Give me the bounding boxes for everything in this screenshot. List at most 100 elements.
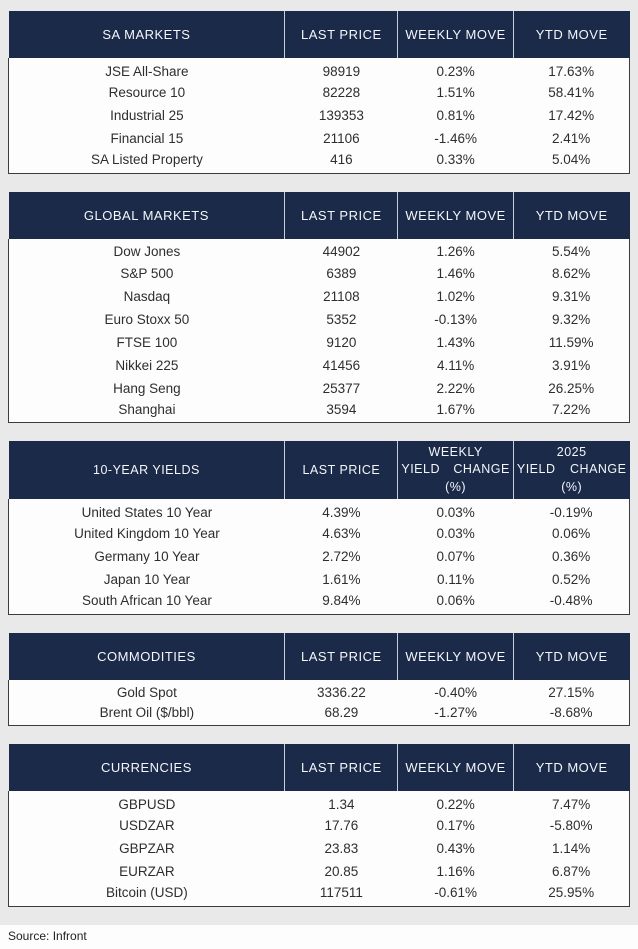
value-cell: 0.43% <box>436 841 475 856</box>
table-row: Hang Seng 25377 2.22% 26.25% <box>9 377 630 400</box>
value-cell: -0.40% <box>434 685 477 700</box>
value-cell: 7.22% <box>552 401 591 417</box>
instrument-name: GBPUSD <box>118 796 176 812</box>
table-row: Nikkei 225 41456 4.11% 3.91% <box>9 354 630 377</box>
value-cell: 1.26% <box>436 244 475 259</box>
report-page: SA MARKETS LAST PRICE WEEKLY MOVE YTD MOVE … <box>8 11 630 906</box>
column-header-word: CHANGE <box>453 462 510 477</box>
value-cell: 1.02% <box>436 288 475 304</box>
source-note: Source: Infront <box>0 924 638 949</box>
instrument-name: S&P 500 <box>120 265 174 281</box>
instrument-name: Gold Spot <box>116 685 177 700</box>
value-cell: 4.63% <box>322 526 361 541</box>
value-cell: 0.11% <box>436 572 475 587</box>
table-row: Resource 10 82228 1.51% 58.41% <box>9 81 630 104</box>
column-header-line: (%) <box>561 479 583 494</box>
table-row: SA Listed Property 416 0.33% 5.04% <box>9 150 630 173</box>
value-cell: -0.19% <box>549 504 593 520</box>
table-row: Germany 10 Year 2.72% 0.07% 0.36% <box>9 545 630 568</box>
instrument-name: Bitcoin (USD) <box>106 885 188 901</box>
value-cell: 1.34 <box>328 796 355 812</box>
column-header: CURRENCIES <box>8 744 285 791</box>
value-cell: 1.16% <box>436 864 475 879</box>
value-cell: 1.14% <box>552 841 591 856</box>
value-cell: 25.95% <box>548 885 595 901</box>
table-row: Brent Oil ($/bbl) 68.29 -1.27% -8.68% <box>9 703 630 726</box>
value-cell: 9.31% <box>552 288 591 304</box>
global-markets-table: GLOBAL MARKETS LAST PRICE WEEKLY MOVE YTD M… <box>8 191 630 424</box>
column-header-line: (%) <box>445 479 467 494</box>
value-cell: 3594 <box>326 401 357 417</box>
column-header: LAST PRICE <box>284 11 398 58</box>
table-row: Nasdaq 21108 1.02% 9.31% <box>9 285 630 308</box>
value-cell: 0.17% <box>436 818 475 833</box>
instrument-name: United States 10 Year <box>81 504 213 520</box>
table-body: JSE All-Share 98919 0.23% 17.63% Resource 10… <box>8 58 630 173</box>
commodities-table: COMMODITIES LAST PRICE WEEKLY MOVE YTD MOVE… <box>8 632 630 727</box>
value-cell: 5352 <box>326 311 357 327</box>
value-cell: 41456 <box>322 357 361 373</box>
table-row: USDZAR 17.76 0.17% -5.80% <box>9 814 630 837</box>
table-body: Dow Jones 44902 1.26% 5.54% S&P 500 6389 1.46%… <box>8 238 630 423</box>
header-row: GLOBAL MARKETS LAST PRICE WEEKLY MOVE YTD M… <box>8 191 630 239</box>
table-row: United Kingdom 10 Year 4.63% 0.03% 0.06% <box>9 522 630 545</box>
instrument-name: Nikkei 225 <box>115 357 179 373</box>
instrument-name: EURZAR <box>119 864 175 879</box>
table-row: Euro Stoxx 50 5352 -0.13% 9.32% <box>9 308 630 331</box>
instrument-name: South African 10 Year <box>81 593 212 609</box>
column-header-line: YIELD CHANGE <box>400 461 511 479</box>
instrument-name: Germany 10 Year <box>94 549 200 564</box>
column-header: LAST PRICE <box>284 632 398 680</box>
value-cell: 68.29 <box>324 704 359 720</box>
table-section-commodities: COMMODITIES LAST PRICE WEEKLY MOVE YTD MOVE… <box>8 632 630 727</box>
table-row: GBPUSD 1.34 0.22% 7.47% <box>9 791 630 814</box>
column-header: WEEKLY MOVE <box>397 11 514 58</box>
table-row: S&P 500 6389 1.46% 8.62% <box>9 262 630 285</box>
value-cell: 2.72% <box>322 549 361 564</box>
column-header: WEEKLY MOVE <box>397 744 514 791</box>
value-cell: 1.61% <box>322 572 361 587</box>
value-cell: 9120 <box>326 334 357 350</box>
value-cell: 1.51% <box>436 85 475 100</box>
value-cell: 21106 <box>323 131 360 146</box>
value-cell: 1.67% <box>436 401 475 417</box>
column-header: WEEKLY MOVE <box>397 632 514 680</box>
value-cell: 25377 <box>322 380 361 396</box>
value-cell: 3.91% <box>552 357 591 373</box>
value-cell: 1.43% <box>436 334 475 350</box>
instrument-name: Industrial 25 <box>110 108 184 123</box>
header-row: 10-YEAR YIELDS LAST PRICE WEEKLY YIELD CHANG… <box>8 441 630 499</box>
table-row: Japan 10 Year 1.61% 0.11% 0.52% <box>9 568 630 591</box>
column-header-word: CHANGE <box>570 462 627 477</box>
value-cell: 0.07% <box>436 549 475 564</box>
value-cell: 0.06% <box>552 526 591 541</box>
table-row: Industrial 25 139353 0.81% 17.42% <box>9 104 630 127</box>
column-header-word: YIELD <box>401 462 440 477</box>
header-row: COMMODITIES LAST PRICE WEEKLY MOVE YTD MOVE <box>8 632 630 680</box>
value-cell: -5.80% <box>549 818 593 833</box>
value-cell: 9.32% <box>552 311 591 327</box>
table-section-global-markets: GLOBAL MARKETS LAST PRICE WEEKLY MOVE YTD M… <box>8 191 630 424</box>
value-cell: 2.22% <box>436 380 475 396</box>
instrument-name: Shanghai <box>118 401 176 417</box>
instrument-name: United Kingdom 10 Year <box>74 526 220 541</box>
instrument-name: Resource 10 <box>108 85 186 100</box>
value-cell: 3336.22 <box>316 685 366 700</box>
column-header: LAST PRICE <box>284 441 398 499</box>
value-cell: 4.39% <box>322 504 361 520</box>
column-header: YTD MOVE <box>512 191 630 239</box>
table-body: United States 10 Year 4.39% 0.03% -0.19% Uni… <box>8 499 630 614</box>
column-header: WEEKLY YIELD CHANGE (%) <box>397 441 514 499</box>
value-cell: -1.27% <box>434 704 477 720</box>
column-header: YTD MOVE <box>512 744 630 791</box>
table-row: Gold Spot 3336.22 -0.40% 27.15% <box>9 680 630 703</box>
column-header: YTD MOVE <box>512 632 630 680</box>
table-row: FTSE 100 9120 1.43% 11.59% <box>9 331 630 354</box>
instrument-name: Dow Jones <box>113 244 181 259</box>
value-cell: 5.04% <box>552 152 591 168</box>
value-cell: 9.84% <box>322 593 361 609</box>
value-cell: 0.33% <box>436 152 475 168</box>
value-cell: -0.61% <box>434 885 477 901</box>
value-cell: 0.03% <box>436 526 475 541</box>
value-cell: 27.15% <box>548 685 595 700</box>
